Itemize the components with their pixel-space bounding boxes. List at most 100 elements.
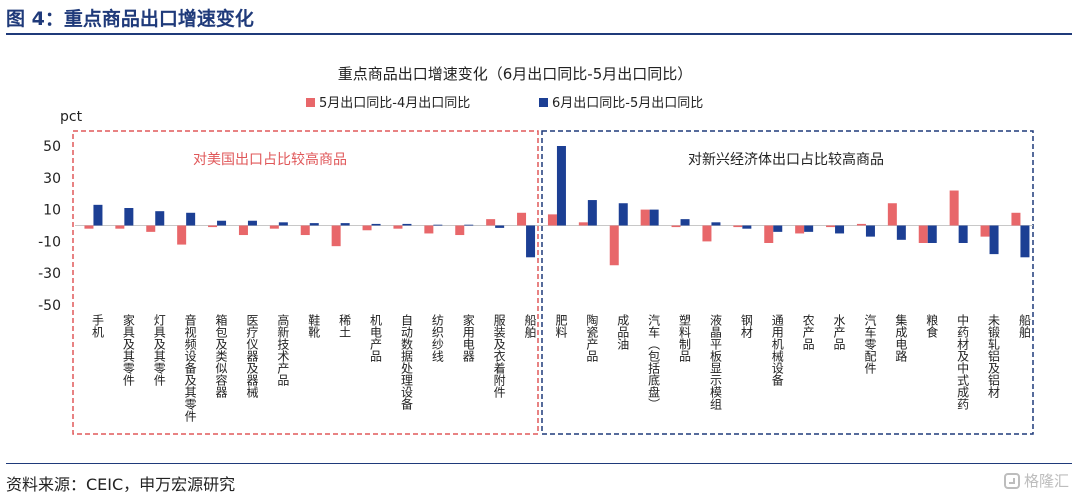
x-tick-label: 服装及衣着附件 [492, 314, 506, 398]
bar-series1 [517, 212, 527, 226]
bar-series2 [124, 208, 134, 226]
x-axis-labels: 手机 家具及其零件 灯具及其零件 音视频设备及其零件 箱包及类似容器 医疗仪器及器械 高新技… [90, 313, 1031, 422]
y-axis-unit: pct [60, 109, 83, 125]
x-tick-label: 汽车零配件 [863, 313, 877, 374]
bar-series1 [918, 225, 928, 243]
chart-title: 重点商品出口增速变化（6月出口同比-5月出口同比） [338, 65, 693, 83]
bar-series1 [84, 225, 94, 229]
bar-series2 [958, 225, 968, 243]
title-rule [6, 33, 1072, 35]
bar-series1 [547, 214, 557, 226]
x-tick-label: 汽车（包括底盘） [647, 313, 661, 410]
x-tick-label: 粮食 [925, 313, 939, 338]
bar-series1 [980, 225, 990, 237]
bar-series1 [578, 222, 588, 226]
bar-series2 [340, 223, 350, 226]
x-tick-label: 船舶 [1017, 314, 1031, 338]
bar-series2 [433, 224, 443, 226]
x-tick-label: 手机 [90, 314, 104, 338]
bar-series1 [640, 209, 650, 226]
bar-series2 [93, 204, 103, 226]
x-tick-label: 灯具及其零件 [152, 314, 166, 386]
bar-series2 [804, 225, 814, 232]
legend-swatch-series2 [539, 98, 548, 107]
bar-series2 [556, 146, 566, 226]
figure-title: 图 4：重点商品出口增速变化 [6, 8, 254, 30]
bar-series2 [896, 225, 906, 240]
y-tick-label: 50 [43, 139, 61, 155]
x-tick-label: 家具及其零件 [121, 313, 135, 386]
bar-series2 [711, 222, 721, 226]
bar-series1 [177, 225, 187, 245]
group-label-us: 对美国出口占比较高商品 [193, 151, 347, 168]
bar-series2 [773, 225, 783, 232]
bar-series2 [309, 223, 319, 226]
bar-series1 [486, 219, 496, 226]
x-tick-label: 农产品 [801, 314, 815, 350]
watermark-text: 格隆汇 [1023, 472, 1069, 490]
y-tick-label: 30 [43, 171, 61, 187]
bar-series2 [495, 225, 505, 228]
bar-series1 [826, 225, 836, 228]
legend-swatch-series1 [306, 98, 315, 107]
x-tick-label: 机电产品 [369, 314, 383, 362]
x-tick-label: 箱包及类似容器 [214, 313, 228, 399]
legend-label-series2: 6月出口同比-5月出口同比 [552, 96, 703, 111]
bar-series2 [587, 200, 597, 226]
bar-series1 [795, 225, 805, 234]
bar-series2 [835, 225, 845, 234]
y-tick-label: -10 [38, 234, 61, 250]
bar-series2 [618, 203, 628, 226]
footer-rule [6, 463, 1072, 464]
bar-series2 [371, 223, 381, 226]
bar-series2 [680, 219, 690, 226]
bar-series1 [764, 225, 774, 243]
bar-series1 [702, 225, 712, 242]
bar-series1 [115, 225, 125, 229]
bar-series1 [331, 225, 341, 247]
bar-series1 [424, 225, 434, 234]
bar-series2 [989, 225, 999, 255]
bar-series2 [402, 223, 412, 226]
x-tick-label: 医疗仪器及器械 [245, 314, 259, 398]
bar-series1 [733, 225, 743, 228]
legend-label-series1: 5月出口同比-4月出口同比 [319, 96, 470, 111]
bar-series2 [186, 212, 196, 226]
bar-series1 [455, 225, 465, 236]
bar-series1 [1011, 212, 1021, 226]
bar-series1 [609, 225, 619, 266]
bars [84, 146, 1030, 266]
bar-series1 [856, 223, 866, 226]
bar-series2 [247, 220, 257, 226]
x-tick-label: 稀土 [338, 314, 352, 338]
x-tick-label: 成品油 [616, 314, 630, 350]
y-tick-label: -50 [38, 298, 61, 314]
bar-series2 [526, 225, 536, 258]
bar-series2 [649, 209, 659, 226]
bar-series2 [155, 211, 165, 226]
bar-series1 [208, 225, 218, 228]
bar-series1 [238, 225, 248, 236]
bar-series1 [300, 225, 310, 236]
bar-series2 [865, 225, 875, 237]
group-frame-emerging [541, 130, 1034, 435]
x-tick-label: 陶瓷产品 [585, 313, 599, 362]
bar-series1 [362, 225, 372, 231]
bar-series1 [887, 203, 897, 226]
x-tick-label: 自动数据处理设备 [399, 314, 413, 411]
watermark: 格隆汇 [1003, 470, 1069, 491]
x-tick-label: 肥料 [554, 314, 568, 338]
source-note: 资料来源：CEIC，申万宏源研究 [6, 475, 236, 494]
bar-series2 [464, 224, 474, 226]
bar-series1 [949, 190, 959, 226]
y-tick-label: -30 [38, 266, 61, 282]
bar-series1 [393, 225, 403, 229]
x-tick-label: 中药材及中式成药 [956, 313, 970, 410]
x-tick-label: 高新技术产品 [276, 313, 290, 386]
x-tick-label: 未锻轧铝及铝材 [987, 314, 1001, 398]
x-tick-label: 钢材 [739, 314, 753, 338]
x-tick-label: 音视频设备及其零件 [183, 313, 197, 422]
watermark-logo-icon [1003, 472, 1020, 489]
x-tick-label: 纺织纱线 [430, 314, 444, 362]
bar-series2 [927, 225, 937, 243]
